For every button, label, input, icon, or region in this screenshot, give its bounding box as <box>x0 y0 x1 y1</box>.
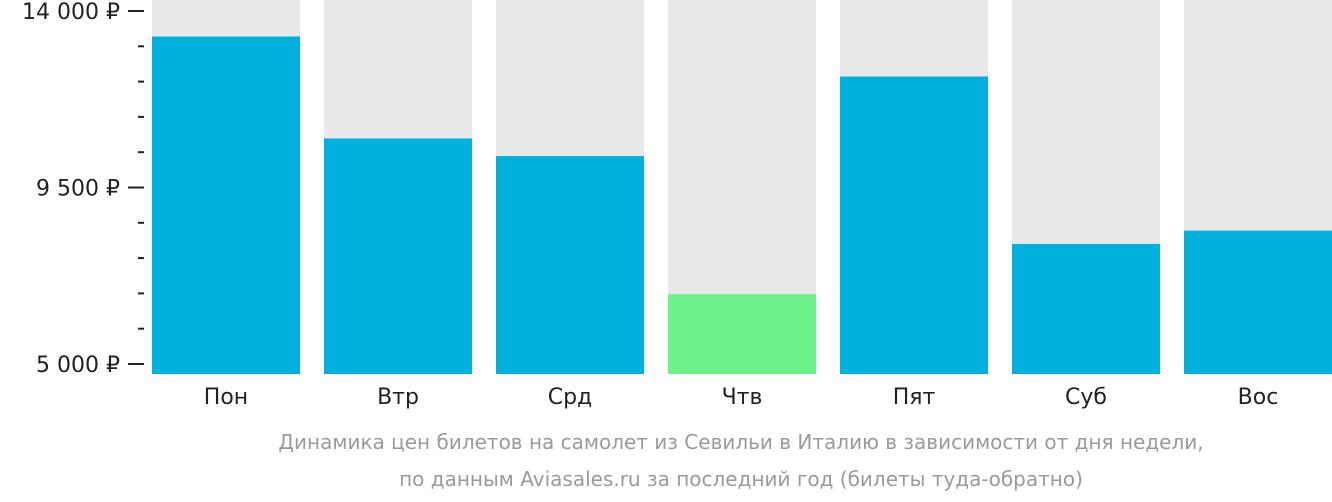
bar-5[interactable] <box>1012 243 1160 374</box>
chart-caption-line2: по данным Aviasales.ru за последний год … <box>399 467 1083 491</box>
x-tick-label-5: Суб <box>1065 385 1107 410</box>
x-tick-label-2: Срд <box>548 385 593 410</box>
x-tick-label-4: Пят <box>893 385 936 410</box>
y-tick-label-2: 5 000 ₽ <box>36 353 120 378</box>
chart-caption-line1: Динамика цен билетов на самолет из Севил… <box>278 430 1204 454</box>
bar-1[interactable] <box>324 138 472 374</box>
x-tick-label-6: Вос <box>1238 385 1279 410</box>
x-axis: Пон Втр Срд Чтв Пят Суб Вос <box>204 385 1279 410</box>
y-axis: 14 000 ₽ 9 500 ₽ 5 000 ₽ <box>22 0 144 378</box>
x-tick-label-0: Пон <box>204 385 248 410</box>
bars <box>152 0 1332 375</box>
bar-0[interactable] <box>152 36 300 374</box>
bar-2[interactable] <box>496 156 644 374</box>
bar-6[interactable] <box>1184 230 1332 374</box>
bar-4[interactable] <box>840 76 988 375</box>
x-tick-label-1: Втр <box>377 385 419 410</box>
y-tick-label-1: 9 500 ₽ <box>36 177 120 202</box>
x-tick-label-3: Чтв <box>722 385 763 410</box>
y-tick-label-0: 14 000 ₽ <box>22 0 120 25</box>
bar-3[interactable] <box>668 294 816 374</box>
